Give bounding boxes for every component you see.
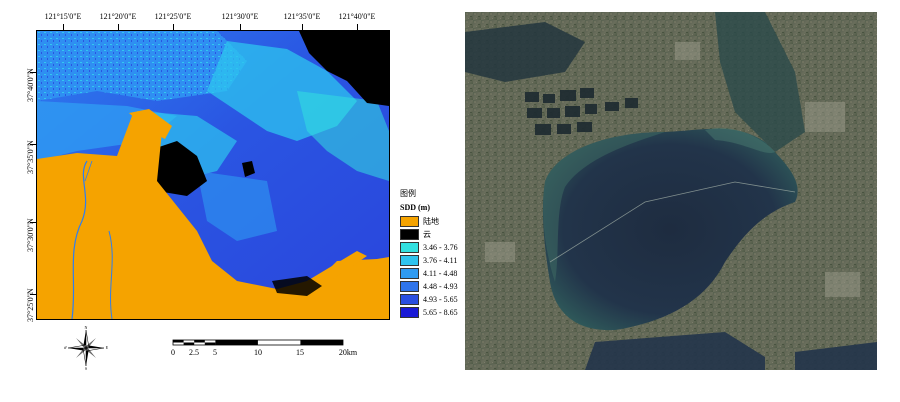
lat-tick-label: 37°25'0"N	[26, 288, 35, 322]
legend-title: 图例	[400, 189, 416, 198]
cloud-area	[299, 31, 389, 106]
sdd-map-panel: 121°15'0"E 121°20'0"E 121°25'0"E 121°30'…	[26, 12, 458, 371]
scale-label: 0	[171, 348, 175, 357]
lat-tick-mark	[30, 222, 36, 223]
urban-area	[485, 42, 860, 297]
turbid-plume	[297, 91, 389, 181]
nearshore-water-zone	[37, 31, 247, 101]
water-area	[795, 342, 877, 370]
lon-tick-mark	[118, 24, 119, 30]
legend-item: 4.11 - 4.48	[400, 267, 470, 280]
legend-item: 4.93 - 5.65	[400, 293, 470, 306]
legend-swatch	[400, 216, 419, 227]
lon-tick-mark	[357, 24, 358, 30]
lon-tick-label: 121°15'0"E	[44, 12, 82, 21]
land-area	[307, 251, 367, 283]
legend-label: 4.48 - 4.93	[423, 282, 458, 291]
legend-item: 3.46 - 3.76	[400, 241, 470, 254]
compass-label: W	[64, 345, 67, 350]
legend-swatch	[400, 281, 419, 292]
river	[71, 160, 88, 319]
river	[108, 230, 113, 319]
compass-label: N	[85, 326, 88, 330]
lon-tick-mark	[63, 24, 64, 30]
lat-tick-mark	[30, 144, 36, 145]
legend-label: 陆地	[423, 217, 439, 226]
water-area	[715, 12, 805, 152]
legend-label: 云	[423, 230, 431, 239]
legend-item: 陆地	[400, 215, 470, 228]
scale-label: 5	[213, 348, 217, 357]
lat-tick-label: 37°30'0"N	[26, 218, 35, 252]
nearshore-water-zone	[197, 171, 277, 241]
legend-label: 3.76 - 4.11	[423, 256, 458, 265]
river	[84, 160, 93, 182]
turbid-coastal-water	[543, 132, 665, 282]
legend-swatch	[400, 229, 419, 240]
cloud-area	[272, 276, 322, 296]
legend-item: 云	[400, 228, 470, 241]
lon-tick-label: 121°35'0"E	[283, 12, 321, 21]
legend-label: 4.11 - 4.48	[423, 269, 458, 278]
legend-item: 3.76 - 4.11	[400, 254, 470, 267]
legend-swatch	[400, 255, 419, 266]
sdd-raster-graphic	[37, 31, 389, 319]
lon-tick-label: 121°25'0"E	[154, 12, 192, 21]
legend-item: 5.65 - 8.65	[400, 306, 470, 319]
legend-label: 3.46 - 3.76	[423, 243, 458, 252]
sdd-raster-map	[36, 30, 390, 320]
compass-label: S	[85, 366, 87, 370]
lat-tick-label: 37°40'0"N	[26, 68, 35, 102]
lon-tick-label: 121°40'0"E	[338, 12, 376, 21]
lon-tick-mark	[302, 24, 303, 30]
lat-tick-mark	[30, 72, 36, 73]
legend-swatch	[400, 294, 419, 305]
lon-tick-label: 121°30'0"E	[221, 12, 259, 21]
scale-label: 20km	[338, 348, 358, 357]
satellite-image	[465, 12, 877, 370]
bay-water	[542, 128, 798, 331]
north-arrow-compass-icon: N S W E	[63, 325, 109, 371]
water-area	[465, 22, 585, 82]
scale-label: 10	[254, 348, 262, 357]
satellite-image-graphic	[465, 12, 877, 370]
lat-tick-label: 37°35'0"N	[26, 140, 35, 174]
water-area	[585, 332, 765, 370]
legend-swatch	[400, 307, 419, 318]
lon-tick-mark	[240, 24, 241, 30]
legend-swatch	[400, 242, 419, 253]
scale-bar: 0 2.5 5 10 15 20km	[171, 338, 362, 368]
map-legend: 图例 SDD (m) 陆地 云 3.46 - 3.76 3.76 - 4.11 …	[400, 188, 470, 319]
turbid-coastal-water	[705, 128, 775, 154]
bridge-line	[549, 181, 796, 263]
cloud-area	[242, 161, 255, 177]
land-area	[129, 109, 172, 139]
lat-tick-mark	[30, 294, 36, 295]
scale-label: 2.5	[189, 348, 199, 357]
legend-subtitle: SDD (m)	[400, 203, 430, 212]
legend-label: 4.93 - 5.65	[423, 295, 458, 304]
lon-tick-mark	[173, 24, 174, 30]
lon-tick-label: 121°20'0"E	[99, 12, 137, 21]
land-area	[37, 116, 389, 319]
compass-label: E	[106, 345, 108, 350]
aquaculture-ponds	[525, 88, 638, 135]
legend-item: 4.48 - 4.93	[400, 280, 470, 293]
scale-label: 15	[296, 348, 304, 357]
legend-swatch	[400, 268, 419, 279]
legend-label: 5.65 - 8.65	[423, 308, 458, 317]
